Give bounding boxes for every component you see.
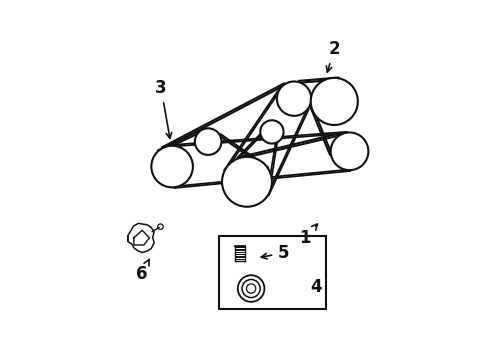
Circle shape: [260, 120, 284, 144]
Circle shape: [311, 78, 358, 125]
Circle shape: [195, 128, 221, 155]
Text: 5: 5: [261, 244, 289, 262]
Circle shape: [331, 132, 368, 170]
Text: 4: 4: [311, 278, 322, 296]
Text: 2: 2: [326, 40, 340, 72]
Circle shape: [222, 157, 272, 207]
Circle shape: [277, 81, 311, 116]
Text: 3: 3: [155, 79, 172, 139]
Text: 6: 6: [136, 259, 149, 283]
Text: 1: 1: [299, 224, 318, 247]
Bar: [219, 236, 326, 309]
Circle shape: [151, 146, 193, 187]
